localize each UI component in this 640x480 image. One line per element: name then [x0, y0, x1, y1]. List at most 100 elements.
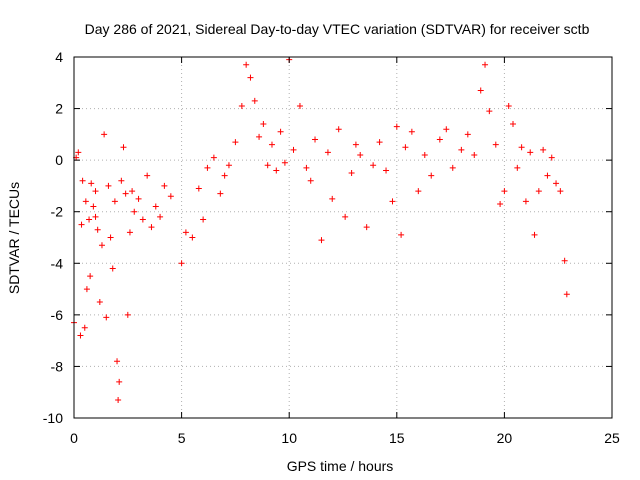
x-axis-label: GPS time / hours	[287, 458, 394, 474]
data-point	[548, 154, 555, 161]
data-point	[318, 237, 325, 244]
data-point	[77, 332, 84, 339]
data-point	[482, 61, 489, 68]
data-point	[107, 234, 114, 241]
y-tick-label: -8	[51, 358, 64, 374]
data-point	[87, 273, 94, 280]
data-point	[152, 203, 159, 210]
data-point	[210, 154, 217, 161]
x-tick-label: 20	[497, 430, 513, 446]
data-point	[86, 216, 93, 223]
data-point	[144, 172, 151, 179]
data-point	[182, 229, 189, 236]
data-point	[81, 324, 88, 331]
data-point	[129, 188, 136, 195]
data-point	[421, 151, 428, 158]
data-point	[561, 257, 568, 264]
data-point	[225, 162, 232, 169]
data-point	[92, 188, 99, 195]
data-point	[535, 188, 542, 195]
data-point	[256, 133, 263, 140]
plot-frame	[73, 56, 613, 419]
data-point	[126, 229, 133, 236]
data-point	[204, 164, 211, 171]
x-tick-label: 5	[178, 430, 186, 446]
data-point	[290, 146, 297, 153]
data-point	[92, 213, 99, 220]
data-point	[428, 172, 435, 179]
data-point	[312, 136, 319, 143]
data-point	[109, 265, 116, 272]
data-point	[221, 172, 228, 179]
data-point	[281, 159, 288, 166]
data-point	[352, 141, 359, 148]
data-point	[449, 164, 456, 171]
data-point	[139, 216, 146, 223]
data-point	[238, 102, 245, 109]
data-point	[553, 180, 560, 187]
data-point	[200, 216, 207, 223]
data-point	[436, 136, 443, 143]
data-point	[329, 195, 336, 202]
data-point	[98, 242, 105, 249]
data-point	[103, 314, 110, 321]
x-tick-label: 0	[70, 430, 78, 446]
data-point	[497, 200, 504, 207]
data-point	[357, 151, 364, 158]
data-point	[471, 151, 478, 158]
data-point	[443, 126, 450, 133]
data-point	[393, 123, 400, 130]
data-point	[486, 108, 493, 115]
data-point	[415, 188, 422, 195]
data-point	[383, 167, 390, 174]
data-point	[408, 128, 415, 135]
data-point	[527, 149, 534, 156]
data-point	[111, 198, 118, 205]
data-point	[114, 358, 121, 365]
data-point	[264, 162, 271, 169]
data-point	[96, 298, 103, 305]
data-point	[135, 195, 142, 202]
data-point	[492, 141, 499, 148]
chart-title: Day 286 of 2021, Sidereal Day-to-day VTE…	[85, 21, 590, 37]
data-point	[324, 149, 331, 156]
data-point	[531, 231, 538, 238]
data-point	[376, 139, 383, 146]
data-point	[189, 234, 196, 241]
data-point	[161, 182, 168, 189]
data-point	[563, 291, 570, 298]
data-point	[243, 61, 250, 68]
data-point	[178, 260, 185, 267]
data-point	[101, 131, 108, 138]
data-point	[398, 231, 405, 238]
data-point	[458, 146, 465, 153]
data-point	[120, 144, 127, 151]
data-point	[296, 102, 303, 109]
data-point	[514, 164, 521, 171]
data-point	[370, 162, 377, 169]
x-tick-label: 25	[604, 430, 620, 446]
data-point	[79, 177, 86, 184]
data-point	[157, 213, 164, 220]
data-point	[501, 188, 508, 195]
y-tick-label: -2	[51, 204, 64, 220]
data-point	[477, 87, 484, 94]
data-point	[217, 190, 224, 197]
y-axis-label: SDTVAR / TECUs	[6, 182, 22, 294]
data-point	[544, 172, 551, 179]
data-point	[75, 149, 82, 156]
data-point	[518, 144, 525, 151]
data-point	[273, 167, 280, 174]
data-point	[232, 139, 239, 146]
data-point	[251, 97, 258, 104]
data-point	[124, 311, 131, 318]
data-point	[88, 180, 95, 187]
data-point	[82, 198, 89, 205]
y-tick-label: -6	[51, 307, 64, 323]
data-point	[464, 131, 471, 138]
grid-lines	[74, 57, 612, 418]
y-tick-label: 0	[55, 152, 63, 168]
data-point	[277, 128, 284, 135]
data-point	[78, 221, 85, 228]
